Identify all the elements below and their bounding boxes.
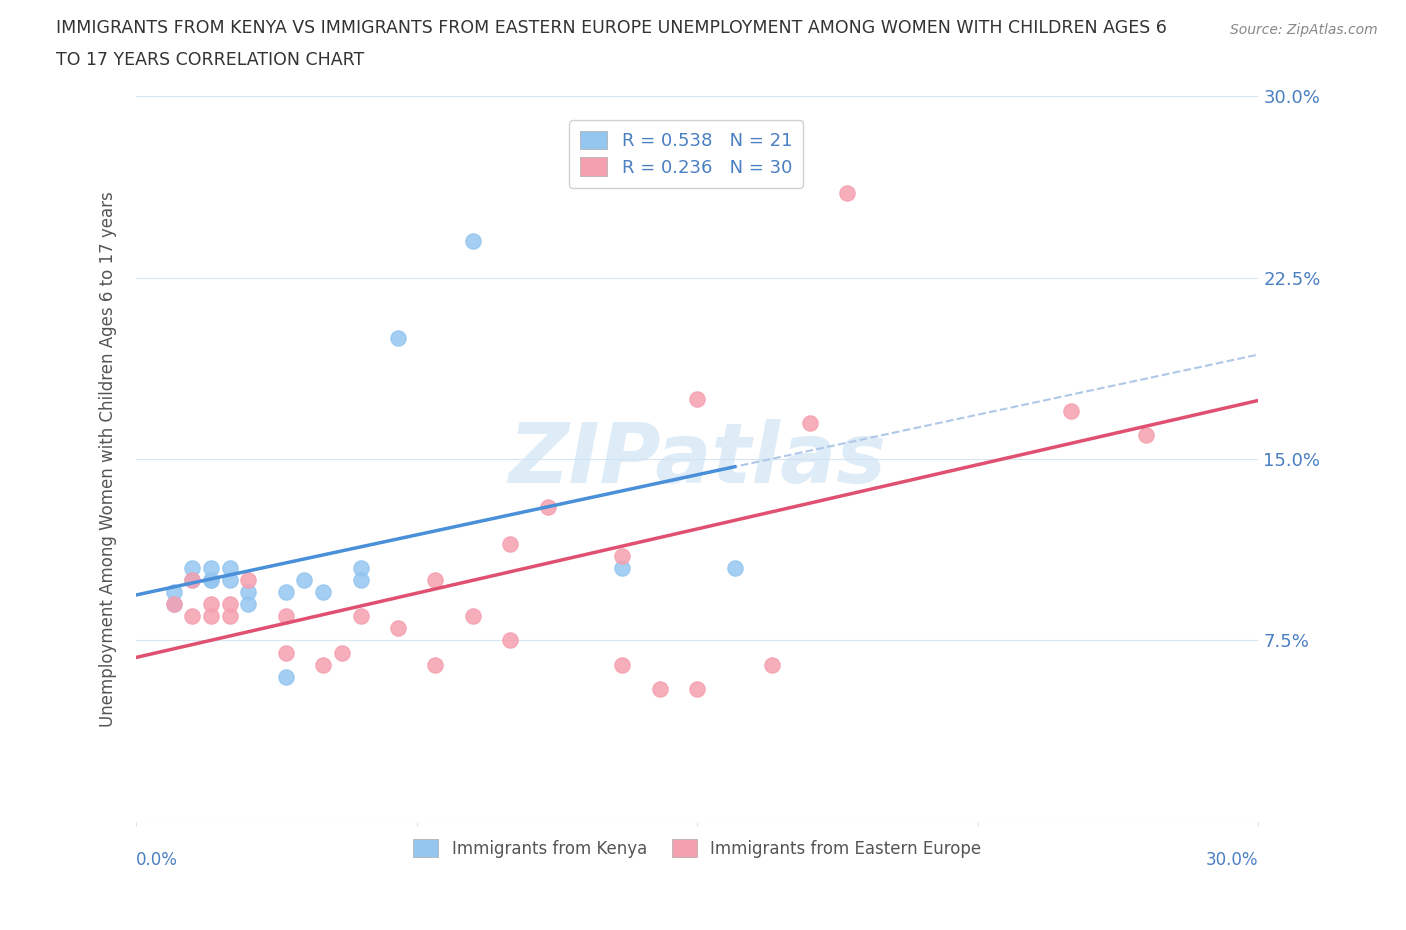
- Point: [200, 573, 222, 588]
- Point: [1060, 404, 1083, 418]
- Point: [761, 658, 783, 672]
- Point: [162, 597, 184, 612]
- Point: [724, 561, 747, 576]
- Point: [537, 500, 560, 515]
- Legend: Immigrants from Kenya, Immigrants from Eastern Europe: Immigrants from Kenya, Immigrants from E…: [406, 832, 988, 864]
- Point: [499, 633, 522, 648]
- Text: ZIPatlas: ZIPatlas: [509, 418, 886, 499]
- Point: [181, 573, 204, 588]
- Point: [200, 597, 222, 612]
- Point: [612, 658, 634, 672]
- Y-axis label: Unemployment Among Women with Children Ages 6 to 17 years: Unemployment Among Women with Children A…: [100, 192, 117, 727]
- Point: [835, 186, 858, 201]
- Point: [349, 609, 371, 624]
- Point: [387, 331, 409, 346]
- Point: [349, 573, 371, 588]
- Point: [238, 585, 260, 600]
- Point: [218, 561, 240, 576]
- Point: [218, 597, 240, 612]
- Point: [461, 609, 484, 624]
- Text: 0.0%: 0.0%: [136, 851, 179, 869]
- Point: [330, 645, 353, 660]
- Point: [461, 234, 484, 249]
- Point: [612, 549, 634, 564]
- Point: [312, 658, 335, 672]
- Point: [648, 682, 671, 697]
- Point: [686, 392, 709, 406]
- Point: [274, 585, 297, 600]
- Point: [162, 585, 184, 600]
- Point: [425, 573, 447, 588]
- Point: [349, 561, 371, 576]
- Point: [200, 609, 222, 624]
- Point: [181, 573, 204, 588]
- Point: [686, 682, 709, 697]
- Point: [218, 609, 240, 624]
- Point: [312, 585, 335, 600]
- Point: [238, 573, 260, 588]
- Point: [200, 561, 222, 576]
- Point: [162, 597, 184, 612]
- Point: [274, 645, 297, 660]
- Point: [274, 670, 297, 684]
- Text: Source: ZipAtlas.com: Source: ZipAtlas.com: [1230, 23, 1378, 37]
- Point: [181, 609, 204, 624]
- Point: [274, 609, 297, 624]
- Point: [1135, 428, 1157, 443]
- Point: [294, 573, 316, 588]
- Point: [238, 597, 260, 612]
- Point: [425, 658, 447, 672]
- Point: [612, 561, 634, 576]
- Point: [200, 573, 222, 588]
- Text: 30.0%: 30.0%: [1206, 851, 1258, 869]
- Point: [387, 621, 409, 636]
- Point: [218, 573, 240, 588]
- Text: TO 17 YEARS CORRELATION CHART: TO 17 YEARS CORRELATION CHART: [56, 51, 364, 69]
- Point: [799, 416, 821, 431]
- Point: [181, 561, 204, 576]
- Point: [499, 537, 522, 551]
- Text: IMMIGRANTS FROM KENYA VS IMMIGRANTS FROM EASTERN EUROPE UNEMPLOYMENT AMONG WOMEN: IMMIGRANTS FROM KENYA VS IMMIGRANTS FROM…: [56, 19, 1167, 36]
